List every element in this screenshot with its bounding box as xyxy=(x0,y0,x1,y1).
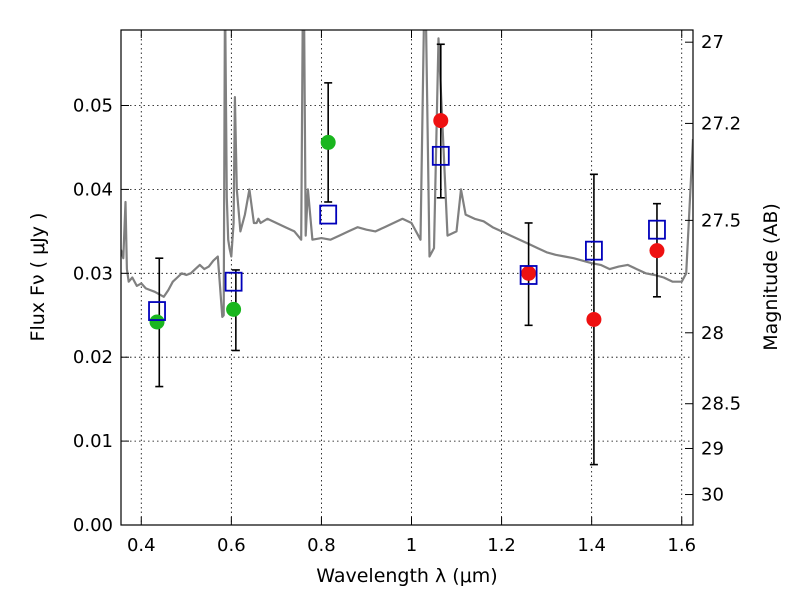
red-point xyxy=(649,243,665,259)
y-tick-label: 0.02 xyxy=(73,347,113,368)
tick-layer: 0.4 0.6 0.8 1 1.2 1.4 1.6 0.00 0.01 0.02 0.03 0.04 0… xyxy=(73,30,741,556)
x-tick-label: 0.6 xyxy=(217,535,246,556)
y-tick-label: 0.04 xyxy=(73,179,113,200)
blue-square-point xyxy=(319,204,338,225)
y-tick-label: 0.00 xyxy=(73,515,113,536)
blue-square-point xyxy=(585,240,603,261)
blue-square-point xyxy=(224,271,243,292)
red-point xyxy=(433,113,449,129)
mag-tick-label: 30 xyxy=(701,485,724,506)
red-point xyxy=(521,265,537,281)
blue-square-point xyxy=(648,219,666,240)
grid-layer xyxy=(121,30,693,525)
x-tick-label: 1.4 xyxy=(577,535,606,556)
blue-square-point xyxy=(431,145,450,166)
mag-tick-label: 28.5 xyxy=(701,394,741,415)
y-axis-right-label: Magnitude (AB) xyxy=(760,203,782,351)
green-point xyxy=(226,301,242,317)
spectrum-line xyxy=(121,30,693,318)
plot-frame xyxy=(120,29,694,526)
y-tick-label: 0.03 xyxy=(73,263,113,284)
x-axis-label: Wavelength λ (μm) xyxy=(316,565,497,587)
blue-square-point xyxy=(519,265,538,285)
mag-tick-label: 29 xyxy=(701,438,724,459)
x-tick-label: 0.8 xyxy=(307,535,336,556)
mag-tick-label: 27 xyxy=(701,32,724,53)
y-tick-label: 0.01 xyxy=(73,431,113,452)
mag-tick-label: 27.5 xyxy=(701,210,741,231)
y-tick-label: 0.05 xyxy=(73,96,113,117)
plot-background xyxy=(121,30,693,525)
red-point xyxy=(586,311,602,327)
blue-square-point xyxy=(148,301,166,321)
marker-layer xyxy=(148,43,666,466)
mag-tick-label: 28 xyxy=(701,323,724,344)
x-tick-label: 1.6 xyxy=(667,535,696,556)
x-tick-label: 1.2 xyxy=(487,535,516,556)
y-axis-label: Flux Fν ( μJy ) xyxy=(27,213,49,342)
mag-tick-label: 27.2 xyxy=(701,113,741,134)
green-point xyxy=(149,314,165,330)
data-layer xyxy=(121,30,693,318)
x-tick-label: 0.4 xyxy=(127,535,156,556)
x-tick-label: 1 xyxy=(406,535,417,556)
green-point xyxy=(320,134,336,150)
